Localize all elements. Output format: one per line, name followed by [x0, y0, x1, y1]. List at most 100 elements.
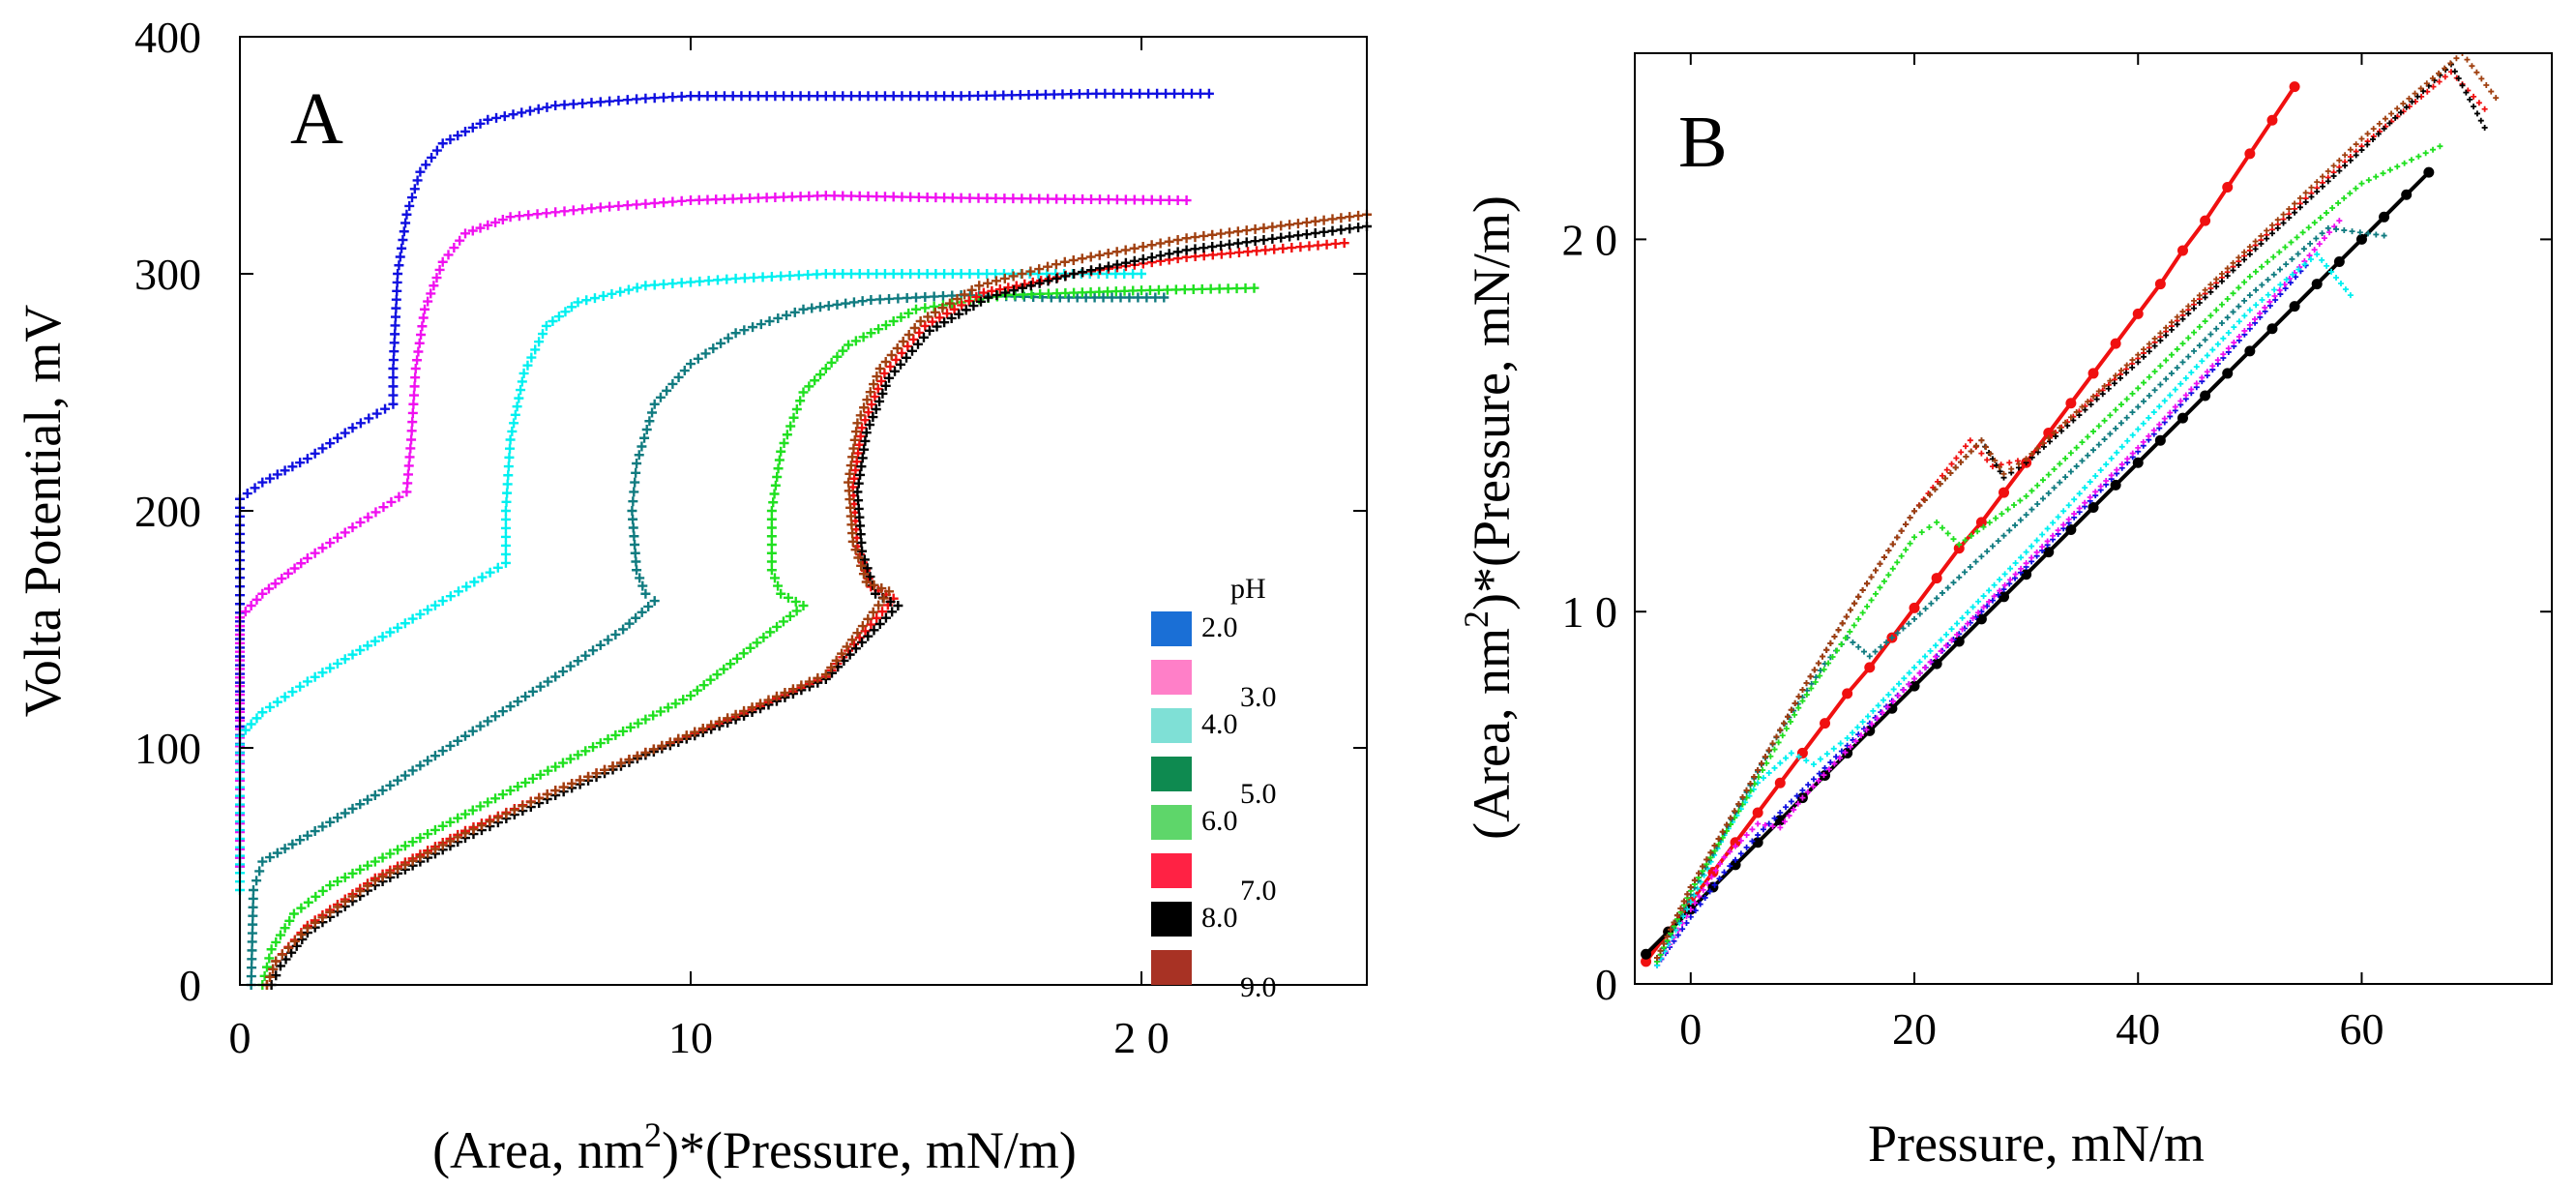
- data-point: [2246, 251, 2253, 257]
- data-point: [2151, 335, 2158, 342]
- data-point: [514, 393, 524, 403]
- data-point: [863, 631, 873, 641]
- data-point: [846, 520, 857, 530]
- data-point: [503, 461, 514, 472]
- data-point: [753, 91, 763, 102]
- data-point: [872, 269, 882, 279]
- data-point: [265, 852, 276, 863]
- data-point: [586, 98, 597, 108]
- data-point: [2073, 408, 2080, 415]
- data-point: [2320, 173, 2325, 180]
- data-point: [991, 193, 1001, 203]
- data-point: [2058, 428, 2065, 434]
- data-point: [1691, 877, 1698, 883]
- data-point: [1907, 515, 1913, 521]
- data-point: [1737, 837, 1744, 844]
- data-point: [763, 695, 774, 705]
- data-point: [1190, 244, 1200, 254]
- data-point: [380, 403, 391, 414]
- data-point: [429, 824, 440, 835]
- data-point: [347, 868, 358, 878]
- data-point: [454, 586, 464, 597]
- fit-point: [1931, 658, 1942, 669]
- data-point: [483, 797, 493, 808]
- data-point: [820, 364, 831, 373]
- data-point: [774, 455, 785, 465]
- data-point: [866, 294, 876, 305]
- data-point: [813, 672, 823, 683]
- data-point: [849, 434, 860, 445]
- data-point: [1696, 893, 1703, 900]
- data-point: [838, 91, 848, 102]
- data-point: [2358, 135, 2365, 142]
- data-point: [1032, 89, 1043, 100]
- data-point: [782, 430, 792, 440]
- data-point: [527, 686, 538, 697]
- data-point: [856, 560, 867, 571]
- data-point: [437, 820, 448, 831]
- data-point: [1179, 284, 1190, 295]
- data-point: [764, 316, 775, 326]
- data-point: [2174, 313, 2180, 320]
- data-point: [1851, 622, 1857, 629]
- data-point: [1791, 699, 1798, 706]
- data-point: [246, 601, 256, 610]
- data-point: [340, 808, 350, 818]
- fit-point: [2132, 457, 2144, 468]
- data-point: [2259, 263, 2265, 270]
- data-point: [589, 293, 600, 304]
- data-point: [567, 778, 577, 788]
- data-point: [371, 408, 382, 419]
- data-point: [630, 477, 640, 488]
- data-point: [2101, 417, 2108, 424]
- data-point: [1868, 597, 1875, 604]
- data-point: [483, 114, 493, 125]
- data-point: [2067, 414, 2074, 421]
- data-point: [2179, 315, 2186, 322]
- data-point: [485, 567, 495, 578]
- data-point: [2282, 244, 2289, 251]
- data-point: [2207, 312, 2214, 319]
- data-point: [2151, 369, 2158, 375]
- data-point: [2307, 256, 2314, 263]
- data-point: [2259, 297, 2265, 304]
- data-point: [1673, 912, 1680, 919]
- data-point: [2274, 224, 2281, 231]
- legend-label: 4.0: [1201, 708, 1238, 740]
- data-point: [2196, 342, 2203, 349]
- data-point: [550, 786, 561, 796]
- data-point: [2207, 282, 2214, 288]
- data-point: [2065, 516, 2072, 522]
- data-point: [1771, 746, 1778, 753]
- data-point: [265, 473, 276, 484]
- data-point: [1874, 715, 1880, 722]
- data-point: [812, 269, 822, 280]
- data-point: [2018, 554, 2025, 561]
- data-point: [1851, 600, 1858, 607]
- legend-swatch: [1151, 950, 1192, 985]
- data-point: [719, 664, 729, 674]
- data-point: [317, 885, 328, 896]
- data-point: [1944, 530, 1951, 537]
- data-point: [240, 725, 251, 735]
- data-point: [505, 701, 516, 712]
- data-point: [453, 813, 463, 823]
- data-point: [2117, 374, 2123, 381]
- data-point: [390, 329, 400, 340]
- data-point: [1735, 801, 1742, 808]
- data-point: [2319, 230, 2325, 237]
- data-point: [2406, 95, 2413, 102]
- legend-label: 6.0: [1201, 805, 1238, 837]
- x-tick-label: 2 0: [1113, 1013, 1170, 1062]
- data-point: [909, 323, 920, 333]
- data-point: [1051, 273, 1062, 283]
- data-point: [1889, 541, 1896, 548]
- data-point: [852, 487, 863, 497]
- data-point: [857, 621, 868, 632]
- data-point: [1750, 786, 1757, 792]
- data-point: [332, 813, 342, 823]
- data-point: [1743, 832, 1750, 839]
- data-point: [1877, 560, 1883, 567]
- data-point: [247, 963, 257, 973]
- data-point: [867, 400, 877, 410]
